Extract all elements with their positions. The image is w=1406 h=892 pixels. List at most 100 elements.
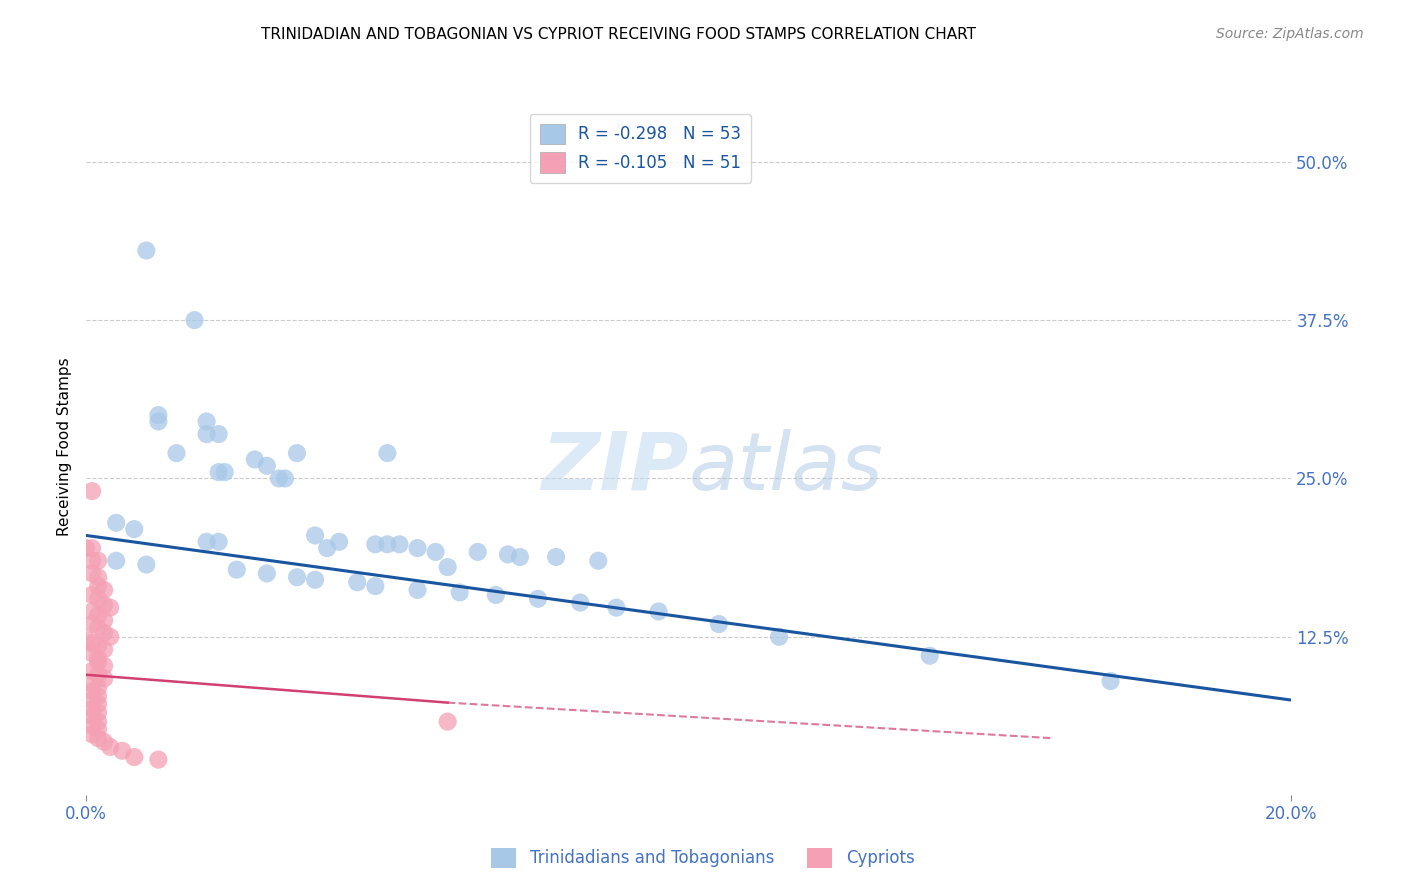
Point — [148, 414, 170, 428]
Point — [87, 570, 110, 584]
Point — [82, 541, 104, 555]
Point — [87, 667, 110, 681]
Text: atlas: atlas — [689, 429, 883, 507]
Point — [449, 585, 471, 599]
Point — [111, 744, 134, 758]
Point — [82, 702, 104, 716]
Point — [82, 554, 104, 568]
Point — [87, 554, 110, 568]
Point — [93, 672, 115, 686]
Point — [93, 626, 115, 640]
Point — [87, 697, 110, 711]
Text: ZIP: ZIP — [541, 429, 689, 507]
Point — [124, 522, 146, 536]
Point — [82, 727, 104, 741]
Legend: R = -0.298   N = 53, R = -0.105   N = 51: R = -0.298 N = 53, R = -0.105 N = 51 — [530, 114, 751, 183]
Point — [256, 566, 278, 581]
Point — [82, 646, 104, 660]
Point — [406, 541, 429, 555]
Point — [467, 545, 489, 559]
Point — [208, 534, 231, 549]
Point — [105, 516, 128, 530]
Point — [82, 617, 104, 632]
Point — [364, 537, 387, 551]
Point — [377, 446, 399, 460]
Point — [93, 735, 115, 749]
Text: TRINIDADIAN AND TOBAGONIAN VS CYPRIOT RECEIVING FOOD STAMPS CORRELATION CHART: TRINIDADIAN AND TOBAGONIAN VS CYPRIOT RE… — [262, 27, 976, 42]
Point — [87, 608, 110, 623]
Point — [124, 750, 146, 764]
Point — [87, 621, 110, 635]
Point — [87, 731, 110, 745]
Point — [316, 541, 339, 555]
Point — [588, 554, 610, 568]
Text: Source: ZipAtlas.com: Source: ZipAtlas.com — [1216, 27, 1364, 41]
Point — [304, 573, 326, 587]
Point — [388, 537, 411, 551]
Point — [546, 549, 568, 564]
Point — [87, 639, 110, 653]
Point — [304, 528, 326, 542]
Point — [425, 545, 447, 559]
Point — [93, 642, 115, 657]
Point — [87, 655, 110, 669]
Point — [82, 566, 104, 581]
Point — [436, 714, 458, 729]
Point — [285, 446, 308, 460]
Point — [436, 560, 458, 574]
Point — [93, 659, 115, 673]
Point — [98, 739, 121, 754]
Point — [214, 465, 236, 479]
Point — [195, 414, 218, 428]
Point — [569, 596, 592, 610]
Point — [82, 693, 104, 707]
Point — [768, 630, 790, 644]
Point — [148, 753, 170, 767]
Point — [183, 313, 205, 327]
Point — [82, 484, 104, 499]
Point — [208, 427, 231, 442]
Point — [377, 537, 399, 551]
Point — [87, 651, 110, 665]
Point — [918, 648, 941, 663]
Point — [346, 575, 368, 590]
Point — [208, 465, 231, 479]
Point — [87, 591, 110, 606]
Point — [82, 684, 104, 698]
Point — [195, 534, 218, 549]
Point — [75, 541, 97, 555]
Point — [87, 579, 110, 593]
Point — [87, 722, 110, 736]
Point — [328, 534, 350, 549]
Point — [135, 244, 157, 258]
Y-axis label: Receiving Food Stamps: Receiving Food Stamps — [58, 358, 72, 536]
Legend: Trinidadians and Tobagonians, Cypriots: Trinidadians and Tobagonians, Cypriots — [485, 841, 921, 875]
Point — [485, 588, 508, 602]
Point — [87, 681, 110, 695]
Point — [82, 636, 104, 650]
Point — [82, 718, 104, 732]
Point — [509, 549, 531, 564]
Point — [496, 548, 519, 562]
Point — [274, 471, 297, 485]
Point — [98, 600, 121, 615]
Point — [82, 604, 104, 618]
Point — [364, 579, 387, 593]
Point — [267, 471, 290, 485]
Point — [82, 676, 104, 690]
Point — [87, 690, 110, 704]
Point — [256, 458, 278, 473]
Point — [195, 427, 218, 442]
Point — [135, 558, 157, 572]
Point — [225, 563, 247, 577]
Point — [166, 446, 188, 460]
Point — [647, 604, 669, 618]
Point — [82, 709, 104, 723]
Point — [707, 617, 730, 632]
Point — [93, 613, 115, 627]
Point — [87, 714, 110, 729]
Point — [243, 452, 266, 467]
Point — [98, 630, 121, 644]
Point — [285, 570, 308, 584]
Point — [75, 633, 97, 648]
